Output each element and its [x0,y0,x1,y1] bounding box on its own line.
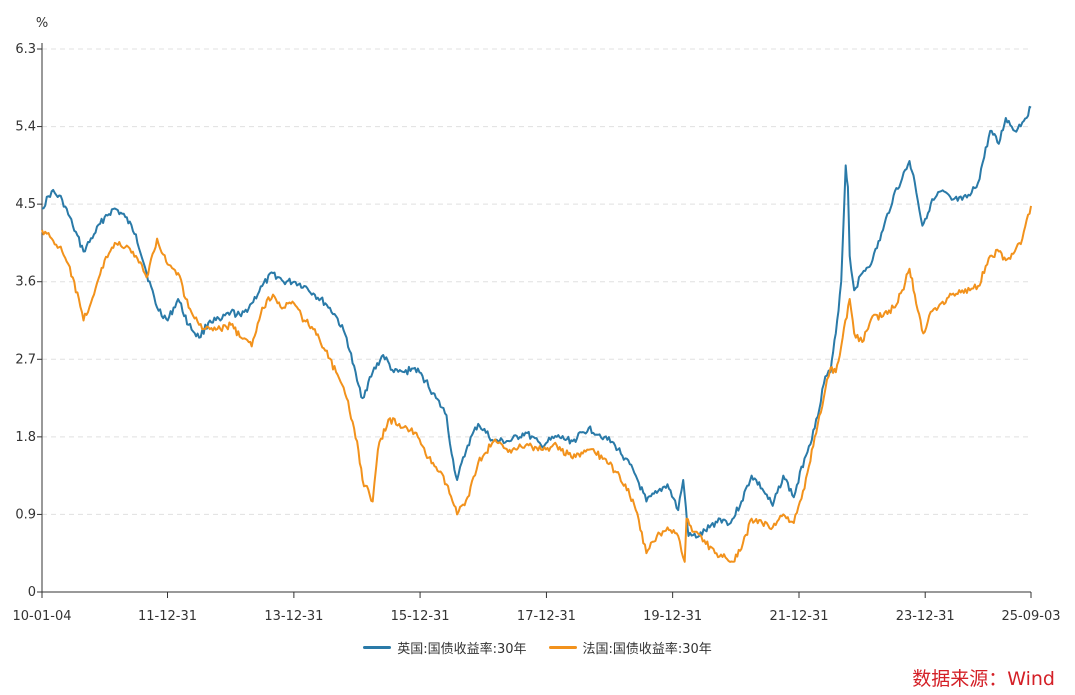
series-line-0 [41,105,1032,539]
legend: 英国:国债收益率:30年 法国:国债收益率:30年 [0,638,1075,657]
axes [37,43,1032,598]
x-tick-label: 21-12-31 [769,609,828,624]
legend-swatch-uk [363,646,392,649]
y-tick-label: 2.7 [15,352,36,367]
legend-item-uk[interactable]: 英国:国债收益率:30年 [363,638,527,657]
x-tick-label: 15-12-31 [391,609,450,624]
y-tick-label: 1.8 [15,430,36,445]
x-tick-label: 11-12-31 [138,609,197,624]
legend-label-france: 法国:国债收益率:30年 [582,642,712,657]
legend-label-uk: 英国:国债收益率:30年 [397,642,527,657]
x-tick-label: 25-09-03 [1001,609,1060,624]
x-tick-label: 10-01-04 [12,609,71,624]
series-line-1 [41,205,1032,563]
y-tick-label: 0.9 [15,507,36,522]
x-tick-label: 13-12-31 [264,609,323,624]
y-tick-label: 0 [28,585,36,600]
y-axis-unit: % [36,16,48,31]
line-chart: 0 0.9 1.8 2.7 3.6 4.5 5.4 6.3% 10-01-04 11-12-31 1… [12,16,1060,624]
x-tick-label: 23-12-31 [896,609,955,624]
y-tick-label: 3.6 [15,275,36,290]
x-tick-label: 17-12-31 [517,609,576,624]
x-tick-label: 19-12-31 [643,609,702,624]
y-tick-label: 5.4 [15,120,36,135]
legend-item-france[interactable]: 法国:国债收益率:30年 [548,638,712,657]
grid-lines [42,48,1031,515]
data-source-note: 数据来源：Wind [912,668,1055,690]
axis-labels: 0 0.9 1.8 2.7 3.6 4.5 5.4 6.3% 10-01-04 11-12-31 1… [12,16,1060,624]
y-tick-label: 6.3 [15,42,36,57]
legend-swatch-france [548,646,577,649]
series-lines [41,105,1032,563]
y-tick-label: 4.5 [15,197,36,212]
